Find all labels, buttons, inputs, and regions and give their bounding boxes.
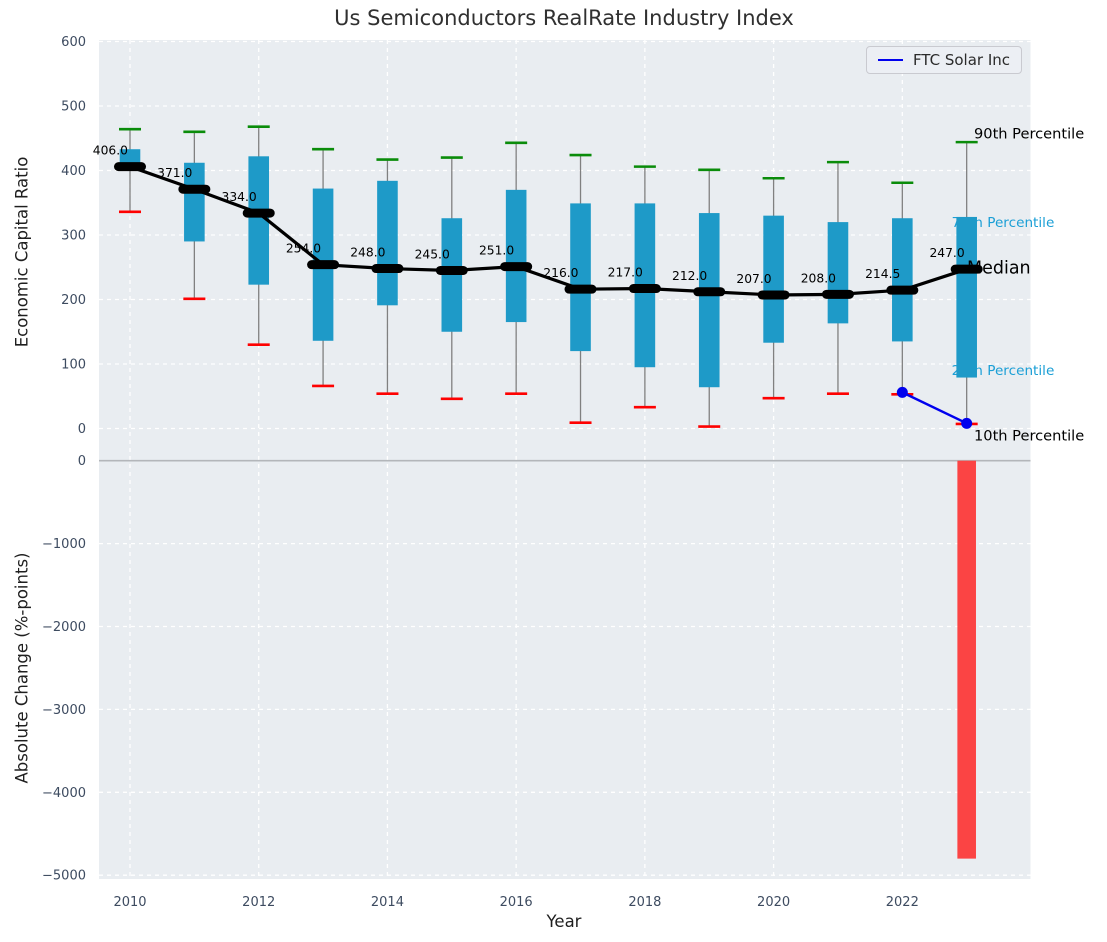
bottom-ytick-5: −5000 (42, 869, 86, 884)
top-ytick-0: 0 (78, 422, 86, 437)
annotation-90th-percentile: 90th Percentile (974, 126, 1084, 143)
bottom-ytick-0: 0 (78, 454, 86, 469)
xtick-2016: 2016 (500, 895, 533, 910)
box-2011 (184, 162, 205, 242)
xtick-2010: 2010 (113, 895, 146, 910)
annotation-25th-percentile: 25th Percentile (952, 363, 1055, 379)
box-2020 (763, 215, 784, 343)
top-ytick-300: 300 (61, 229, 86, 244)
annotation-75th-percentile: 75th Percentile (952, 215, 1055, 231)
xtick-2018: 2018 (628, 895, 661, 910)
median-value-label-2014: 248.0 (350, 246, 385, 260)
median-value-label-2020: 207.0 (736, 272, 771, 286)
top-y-axis-label: Economic Capital Ratio (12, 156, 32, 348)
legend-label: FTC Solar Inc (912, 51, 1010, 69)
bottom-ytick-4: −4000 (42, 786, 86, 801)
box-2016 (505, 189, 527, 323)
xtick-2014: 2014 (371, 895, 404, 910)
bottom-ytick-1: −1000 (42, 537, 86, 552)
annotation-10th-percentile: 10th Percentile (974, 428, 1084, 445)
xtick-2022: 2022 (886, 895, 919, 910)
xtick-2020: 2020 (757, 895, 790, 910)
top-ytick-500: 500 (61, 100, 86, 115)
median-value-label-2013: 254.0 (286, 242, 321, 256)
bottom-ytick-3: −3000 (42, 703, 86, 718)
box-2014 (377, 180, 398, 306)
median-value-label-2017: 216.0 (543, 266, 578, 280)
bottom-ytick-2: −2000 (42, 620, 86, 635)
top-ytick-100: 100 (61, 358, 86, 373)
box-2015 (441, 218, 463, 332)
box-2012 (248, 156, 270, 285)
annotation-median: Median (967, 259, 1031, 279)
box-2023 (956, 216, 977, 378)
median-value-label-2016: 251.0 (479, 244, 514, 258)
median-value-label-2019: 212.0 (672, 269, 707, 283)
xtick-2012: 2012 (242, 895, 275, 910)
median-value-label-2022: 214.5 (865, 267, 900, 281)
abs-change-bar-2023 (957, 460, 976, 859)
box-2022 (892, 218, 913, 342)
x-axis-label: Year (546, 912, 582, 931)
median-value-label-2012: 334.0 (222, 190, 257, 204)
median-value-label-2011: 371.0 (157, 166, 192, 180)
median-value-label-2018: 217.0 (608, 266, 643, 280)
median-value-label-2010: 406.0 (93, 144, 128, 158)
legend-line-swatch (878, 59, 903, 61)
ftc-solar-line (901, 391, 968, 425)
box-2017 (570, 203, 591, 352)
chart-title: Us Semiconductors RealRate Industry Inde… (334, 6, 794, 30)
median-value-label-2015: 245.0 (415, 247, 450, 261)
box-2019 (698, 213, 720, 388)
legend: FTC Solar Inc (866, 46, 1022, 74)
ftc-solar-point-2022 (896, 386, 908, 398)
median-value-label-2023: 247.0 (929, 246, 964, 260)
top-ytick-600: 600 (61, 35, 86, 50)
top-ytick-200: 200 (61, 293, 86, 308)
plot-background (99, 40, 1031, 879)
ftc-solar-point-2023 (961, 417, 973, 429)
bottom-y-axis-label: Absolute Change (%-points) (12, 552, 32, 784)
median-value-label-2021: 208.0 (801, 271, 836, 285)
top-ytick-400: 400 (61, 164, 86, 179)
